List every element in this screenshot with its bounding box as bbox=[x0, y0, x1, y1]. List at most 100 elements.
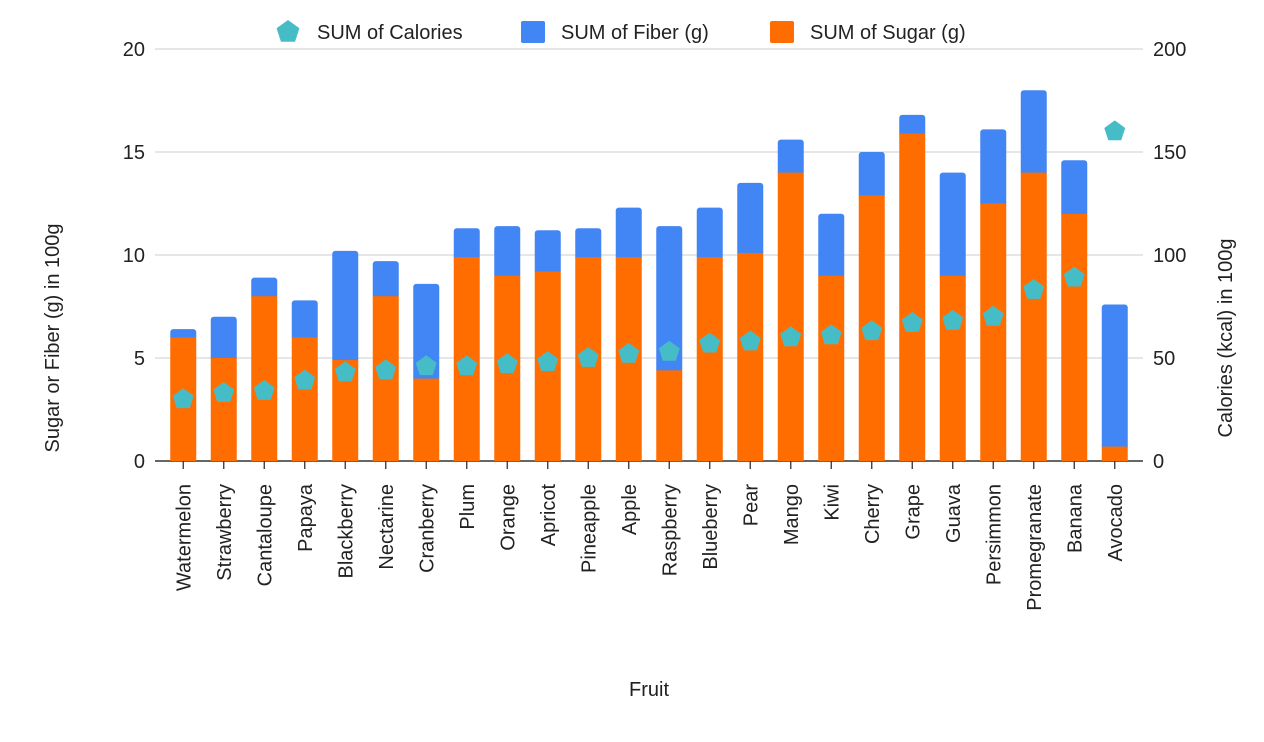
right-tick-label: 50 bbox=[1153, 348, 1175, 370]
fiber-bar-cherry[interactable] bbox=[858, 152, 885, 199]
x-tick-label-strawberry: Strawberry bbox=[214, 484, 236, 581]
sugar-bar-pear[interactable] bbox=[737, 252, 764, 461]
x-tick-label-avocado: Avocado bbox=[1105, 484, 1127, 561]
fiber-bar-cranberry[interactable] bbox=[413, 283, 440, 382]
legend-swatch-icon bbox=[770, 21, 794, 43]
fiber-bar-banana[interactable] bbox=[1061, 160, 1088, 217]
calorie-marker-mango[interactable] bbox=[780, 326, 802, 347]
sugar-bar-banana[interactable] bbox=[1061, 213, 1088, 461]
calorie-marker-pineapple[interactable] bbox=[577, 347, 599, 367]
legend-swatch-icon bbox=[521, 21, 545, 43]
sugar-bar-promegranate[interactable] bbox=[1020, 172, 1047, 461]
calorie-marker-grape[interactable] bbox=[901, 311, 923, 332]
sugar-bar-avocado[interactable] bbox=[1101, 446, 1128, 461]
calorie-marker-papaya[interactable] bbox=[294, 369, 316, 390]
fiber-bar-pear[interactable] bbox=[737, 182, 764, 256]
calorie-marker-avocado[interactable] bbox=[1104, 120, 1126, 141]
sugar-bar-cranberry[interactable] bbox=[413, 378, 440, 461]
x-tick-label-grape: Grape bbox=[902, 484, 924, 540]
calorie-marker-nectarine[interactable] bbox=[375, 359, 397, 380]
sugar-bar-grape[interactable] bbox=[899, 133, 926, 461]
x-tick-label-cantaloupe: Cantaloupe bbox=[254, 484, 276, 586]
x-tick-label-persimmon: Persimmon bbox=[983, 484, 1005, 585]
fiber-bar-cantaloupe[interactable] bbox=[251, 277, 278, 300]
right-tick-label: 200 bbox=[1153, 39, 1186, 61]
calorie-marker-banana[interactable] bbox=[1063, 266, 1085, 287]
sugar-bar-raspberry[interactable] bbox=[656, 370, 683, 461]
x-tick-label-apricot: Apricot bbox=[538, 484, 560, 547]
sugar-bar-strawberry[interactable] bbox=[210, 358, 237, 461]
fiber-bar-apricot[interactable] bbox=[534, 230, 561, 275]
x-tick-label-orange: Orange bbox=[497, 484, 519, 551]
calorie-marker-apricot[interactable] bbox=[537, 351, 559, 372]
bars bbox=[170, 90, 1128, 461]
fiber-bar-papaya[interactable] bbox=[291, 300, 318, 341]
fiber-bar-avocado[interactable] bbox=[1101, 304, 1128, 450]
fiber-bar-blackberry[interactable] bbox=[332, 250, 359, 364]
fiber-bar-apple[interactable] bbox=[615, 207, 642, 261]
calorie-marker-strawberry[interactable] bbox=[213, 382, 235, 402]
legend-item-sum-of-fiber[interactable]: SUM of Fiber (g) bbox=[521, 21, 709, 44]
calorie-marker-cranberry[interactable] bbox=[415, 355, 437, 376]
right-axis-ticks: 0 50 100 150 200 bbox=[1153, 39, 1186, 473]
sugar-bar-cantaloupe[interactable] bbox=[251, 296, 278, 461]
legend[interactable]: SUM of Calories SUM of Fiber (g) SUM of Su… bbox=[276, 20, 966, 44]
calorie-marker-guava[interactable] bbox=[942, 309, 964, 330]
sugar-bar-persimmon[interactable] bbox=[980, 203, 1007, 462]
fiber-bar-mango[interactable] bbox=[777, 139, 804, 176]
right-axis-title: Calories (kcal) in 100g bbox=[1215, 239, 1237, 438]
left-axis-title: Sugar or Fiber (g) in 100g bbox=[42, 223, 64, 452]
fiber-bar-nectarine[interactable] bbox=[372, 261, 399, 300]
fiber-bar-pineapple[interactable] bbox=[575, 228, 602, 261]
left-tick-label: 10 bbox=[123, 245, 145, 267]
fiber-bar-orange[interactable] bbox=[494, 226, 521, 279]
fiber-bar-persimmon[interactable] bbox=[980, 129, 1007, 207]
x-tick-label-blueberry: Blueberry bbox=[700, 484, 722, 570]
calorie-marker-kiwi[interactable] bbox=[820, 324, 842, 345]
x-tick-label-cranberry: Cranberry bbox=[416, 484, 438, 573]
calorie-marker-cantaloupe[interactable] bbox=[253, 379, 275, 400]
x-tick-label-plum: Plum bbox=[457, 484, 479, 530]
left-tick-label: 15 bbox=[123, 142, 145, 164]
calorie-marker-blackberry[interactable] bbox=[334, 361, 356, 382]
x-tick-label-kiwi: Kiwi bbox=[821, 484, 843, 521]
right-tick-label: 150 bbox=[1153, 142, 1186, 164]
left-tick-label: 0 bbox=[134, 451, 145, 473]
gridlines bbox=[155, 48, 1143, 462]
fiber-bar-blueberry[interactable] bbox=[696, 207, 723, 261]
x-tick-label-cherry: Cherry bbox=[862, 484, 884, 544]
right-tick-label: 0 bbox=[1153, 451, 1164, 473]
calorie-marker-promegranate[interactable] bbox=[1023, 279, 1045, 299]
sugar-bar-mango[interactable] bbox=[777, 172, 804, 461]
sugar-bar-kiwi[interactable] bbox=[818, 275, 845, 461]
calorie-marker-orange[interactable] bbox=[496, 353, 518, 374]
calorie-marker-raspberry[interactable] bbox=[658, 340, 680, 361]
x-axis-title: Fruit bbox=[629, 679, 669, 701]
calorie-marker-cherry[interactable] bbox=[861, 320, 883, 341]
calorie-marker-pear[interactable] bbox=[739, 330, 761, 351]
sugar-bar-papaya[interactable] bbox=[291, 337, 318, 461]
fiber-bar-strawberry[interactable] bbox=[210, 316, 237, 361]
legend-item-sum-of-sugar[interactable]: SUM of Sugar (g) bbox=[770, 21, 966, 44]
x-tick-label-mango: Mango bbox=[781, 484, 803, 545]
calorie-marker-persimmon[interactable] bbox=[982, 305, 1004, 326]
fiber-bar-promegranate[interactable] bbox=[1020, 90, 1047, 176]
calorie-marker-watermelon[interactable] bbox=[172, 388, 194, 409]
fiber-bar-kiwi[interactable] bbox=[818, 213, 845, 279]
calorie-marker-apple[interactable] bbox=[618, 342, 640, 363]
calorie-marker-plum[interactable] bbox=[456, 355, 478, 376]
fiber-bar-plum[interactable] bbox=[453, 228, 480, 261]
fiber-bar-guava[interactable] bbox=[939, 172, 966, 279]
left-tick-label: 20 bbox=[123, 39, 145, 61]
sugar-bar-blueberry[interactable] bbox=[696, 257, 723, 461]
legend-label: SUM of Fiber (g) bbox=[561, 22, 709, 44]
x-tick-label-guava: Guava bbox=[943, 483, 965, 543]
calorie-marker-blueberry[interactable] bbox=[699, 332, 721, 353]
sugar-bar-guava[interactable] bbox=[939, 275, 966, 461]
legend-item-sum-of-calories[interactable]: SUM of Calories bbox=[276, 20, 463, 44]
fiber-bar-raspberry[interactable] bbox=[656, 226, 683, 374]
x-tick-label-promegranate: Promegranate bbox=[1024, 484, 1046, 611]
x-tick-label-papaya: Papaya bbox=[295, 483, 317, 552]
fiber-bar-grape[interactable] bbox=[899, 114, 926, 137]
